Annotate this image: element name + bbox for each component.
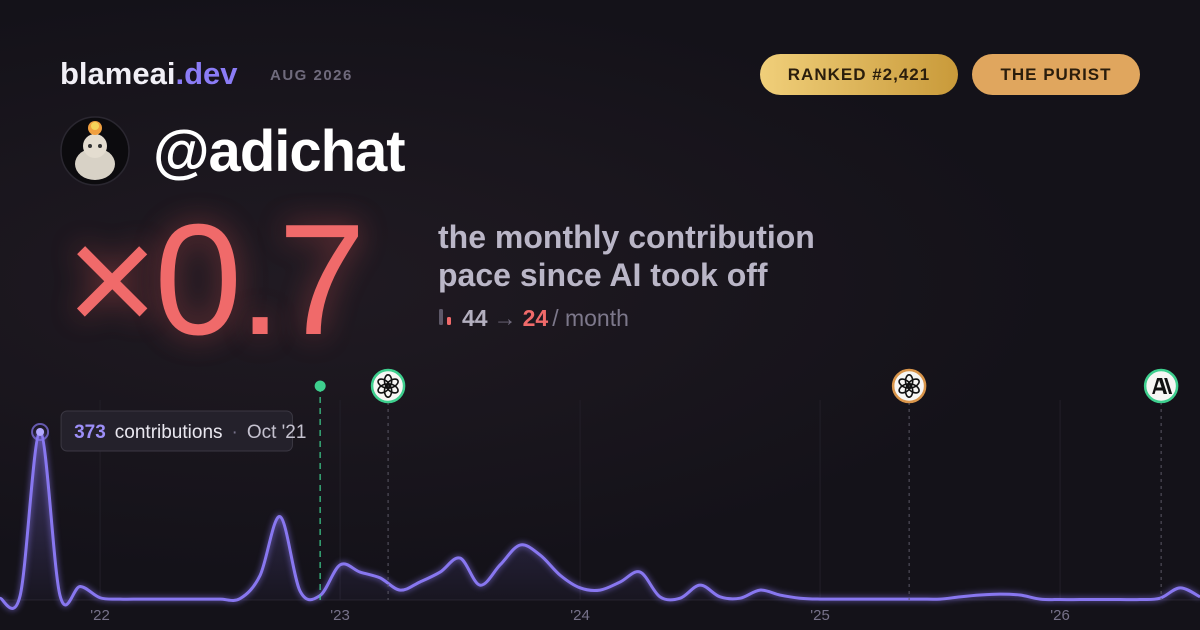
openai-petal: [898, 378, 912, 389]
pace-arrow: →: [493, 305, 517, 331]
tooltip-separator: ·: [232, 422, 238, 443]
event-dot: [314, 380, 326, 392]
openai-petal: [377, 378, 391, 389]
anthropic-logo: [1152, 378, 1173, 394]
period: AUG 2026: [270, 67, 353, 84]
brand-name: blameai: [60, 56, 176, 91]
pace-icon: [439, 309, 451, 325]
highlight-dot: [36, 427, 45, 436]
x-tick-label: '25: [810, 607, 830, 624]
line: [0, 430, 1200, 610]
highlight-ring: [31, 422, 50, 441]
tooltip-date: Oct '21: [247, 422, 307, 443]
tooltip-box: [60, 410, 293, 452]
x-tick-label: '24: [570, 607, 590, 624]
pace-unit: / month: [552, 305, 629, 331]
event-icon: [370, 368, 406, 404]
event-marker: [370, 368, 406, 600]
event-marker: [314, 380, 326, 600]
avatar: [60, 116, 130, 186]
tooltip: 373 contributions · Oct '21: [60, 410, 306, 452]
line-glow: [0, 429, 1200, 611]
tooltip-label: contributions: [115, 422, 223, 443]
line-area: [0, 431, 1200, 609]
handle: @adichat: [153, 119, 406, 184]
event-icon: [891, 368, 927, 404]
x-tick-label: '22: [90, 607, 110, 624]
multiplier: ×0.7: [66, 192, 366, 368]
x-tick-label: '23: [330, 607, 350, 624]
pace-after: 24: [522, 305, 549, 331]
tooltip-text: 373 contributions · Oct '21: [74, 422, 306, 443]
event-marker: [891, 368, 927, 600]
badge-pill: THE PURIST: [972, 54, 1140, 95]
pace: 44 → 24/ month: [438, 305, 629, 332]
tooltip-value: 373: [74, 422, 106, 443]
brand: blameai.dev: [60, 56, 237, 92]
caption: the monthly contribution pace since AI t…: [438, 219, 815, 293]
event-marker: [1143, 368, 1179, 600]
pace-before: 44: [462, 305, 488, 331]
rank-pill: RANKED #2,421: [760, 54, 958, 95]
x-tick-label: '26: [1050, 607, 1070, 624]
brand-tld: .dev: [175, 56, 238, 91]
